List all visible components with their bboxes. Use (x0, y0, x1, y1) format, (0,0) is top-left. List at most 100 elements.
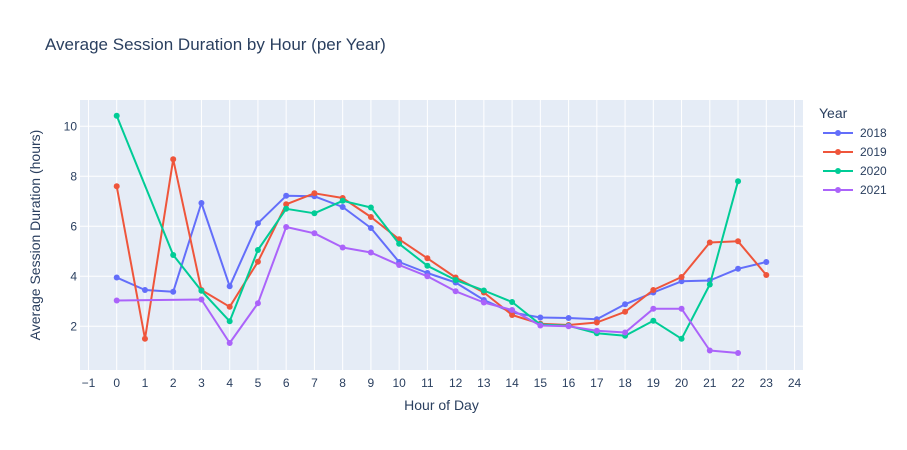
data-point[interactable] (537, 322, 544, 329)
data-point[interactable] (198, 287, 205, 294)
data-point[interactable] (735, 238, 742, 245)
data-point[interactable] (622, 329, 629, 336)
data-point[interactable] (367, 249, 374, 256)
series-line (115, 115, 739, 340)
data-point[interactable] (254, 220, 261, 227)
data-point[interactable] (565, 315, 572, 321)
data-point[interactable] (339, 197, 346, 204)
data-point[interactable] (424, 262, 431, 269)
data-point[interactable] (141, 335, 148, 342)
data-point[interactable] (113, 297, 120, 304)
data-point[interactable] (452, 277, 459, 283)
data-point[interactable] (283, 224, 290, 230)
data-point[interactable] (339, 244, 346, 251)
legend-item-2019[interactable]: 2019 (823, 145, 887, 159)
data-point[interactable] (424, 255, 431, 262)
data-point[interactable] (509, 312, 516, 318)
data-point[interactable] (254, 247, 261, 253)
data-point[interactable] (650, 305, 657, 312)
data-point[interactable] (113, 274, 120, 281)
data-point[interactable] (283, 201, 290, 208)
data-point[interactable] (170, 288, 177, 295)
data-point[interactable] (650, 287, 657, 293)
data-point[interactable] (509, 299, 516, 305)
data-point[interactable] (706, 239, 713, 246)
data-point[interactable] (226, 283, 233, 290)
data-point[interactable] (283, 205, 290, 212)
data-point[interactable] (283, 192, 290, 199)
x-tick-label: 24 (788, 376, 802, 390)
x-tick-label: 0 (113, 376, 120, 390)
data-point[interactable] (254, 300, 261, 307)
data-point[interactable] (537, 314, 544, 321)
data-point[interactable] (565, 323, 572, 330)
x-tick-label: 22 (731, 376, 745, 390)
data-point[interactable] (509, 307, 516, 313)
data-point[interactable] (170, 252, 177, 258)
data-point[interactable] (396, 240, 403, 247)
data-point[interactable] (226, 318, 233, 325)
x-tick-label: 19 (647, 376, 661, 390)
data-point[interactable] (678, 278, 685, 285)
data-point[interactable] (170, 156, 177, 163)
y-tick-label: 4 (70, 269, 77, 283)
data-point[interactable] (141, 287, 148, 293)
data-point[interactable] (593, 327, 600, 334)
data-point[interactable] (367, 204, 374, 211)
legend-item-2018[interactable]: 2018 (823, 126, 887, 140)
data-point[interactable] (480, 299, 487, 306)
legend-label: 2020 (860, 164, 887, 178)
x-tick-label: 8 (339, 376, 346, 390)
data-point[interactable] (311, 230, 318, 237)
data-point[interactable] (113, 112, 120, 119)
data-point[interactable] (650, 317, 657, 324)
series-line (116, 194, 767, 321)
legend-item-2021[interactable]: 2021 (823, 183, 887, 197)
data-point[interactable] (396, 262, 403, 268)
data-point[interactable] (735, 178, 742, 185)
data-point[interactable] (452, 288, 459, 295)
data-point[interactable] (367, 214, 374, 220)
series-layer (113, 112, 770, 356)
data-point[interactable] (480, 287, 487, 294)
data-point[interactable] (678, 305, 685, 312)
data-point[interactable] (226, 340, 233, 346)
x-tick-label: 23 (760, 376, 774, 390)
legend-item-2020[interactable]: 2020 (823, 164, 887, 178)
data-point[interactable] (763, 259, 770, 265)
data-point[interactable] (735, 265, 742, 272)
data-point[interactable] (706, 281, 713, 288)
data-point[interactable] (339, 204, 346, 210)
data-point[interactable] (763, 272, 770, 278)
data-point[interactable] (198, 296, 205, 303)
legend-title: Year (819, 105, 848, 121)
data-point[interactable] (254, 258, 261, 265)
data-point[interactable] (311, 210, 318, 217)
data-point[interactable] (593, 319, 600, 326)
x-tick-label: 18 (618, 376, 632, 390)
legend-swatch-marker (835, 130, 841, 136)
data-point[interactable] (678, 274, 685, 280)
plot-area (80, 100, 803, 370)
y-tick-label: 2 (70, 319, 77, 333)
x-tick-label: 12 (449, 376, 463, 390)
y-axis-ticks: 2 4 6 8 10 (64, 119, 78, 333)
data-point[interactable] (226, 303, 233, 310)
data-point[interactable] (678, 335, 685, 342)
data-point[interactable] (706, 347, 713, 354)
data-point[interactable] (735, 350, 742, 356)
data-point[interactable] (113, 183, 120, 190)
data-point[interactable] (367, 225, 374, 231)
data-point[interactable] (424, 273, 431, 280)
x-tick-label: 21 (703, 376, 717, 390)
data-point[interactable] (198, 200, 205, 206)
data-point[interactable] (311, 190, 318, 197)
data-point[interactable] (622, 301, 629, 308)
legend-swatch-marker (835, 168, 841, 174)
x-axis-title: Hour of Day (404, 397, 479, 413)
series-2021[interactable] (113, 224, 742, 356)
data-point[interactable] (622, 308, 629, 315)
series-line (115, 158, 768, 340)
legend[interactable]: Year 2018 2019 2020 2021 (819, 105, 887, 197)
